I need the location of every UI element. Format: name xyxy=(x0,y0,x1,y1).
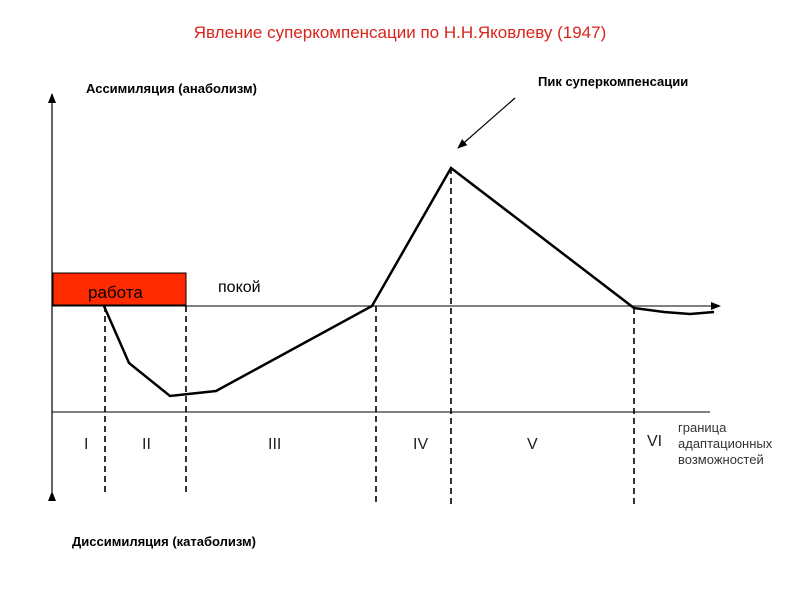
phase-label-3: III xyxy=(268,436,282,453)
supercompensation-curve xyxy=(102,166,715,398)
phase-label-4: IV xyxy=(413,436,429,453)
diagram-title: Явление суперкомпенсации по Н.Н.Яковлеву… xyxy=(193,23,607,42)
rest-label: покой xyxy=(218,279,261,296)
assimilation-label: Ассимиляция (анаболизм) xyxy=(86,81,257,96)
peak-pointer-arrow xyxy=(457,97,516,149)
phase-label-1: I xyxy=(84,436,89,453)
phase-label-6: VI xyxy=(647,433,663,450)
phase-label-2: II xyxy=(142,436,151,453)
work-box xyxy=(52,272,187,306)
work-label: работа xyxy=(88,283,143,302)
boundary-label: граница адаптационных возможностей xyxy=(678,420,773,467)
peak-label: Пик суперкомпенсации xyxy=(538,74,689,89)
dissimilation-label: Диссимиляция (катаболизм) xyxy=(72,534,256,549)
phase-label-5: V xyxy=(527,436,538,453)
